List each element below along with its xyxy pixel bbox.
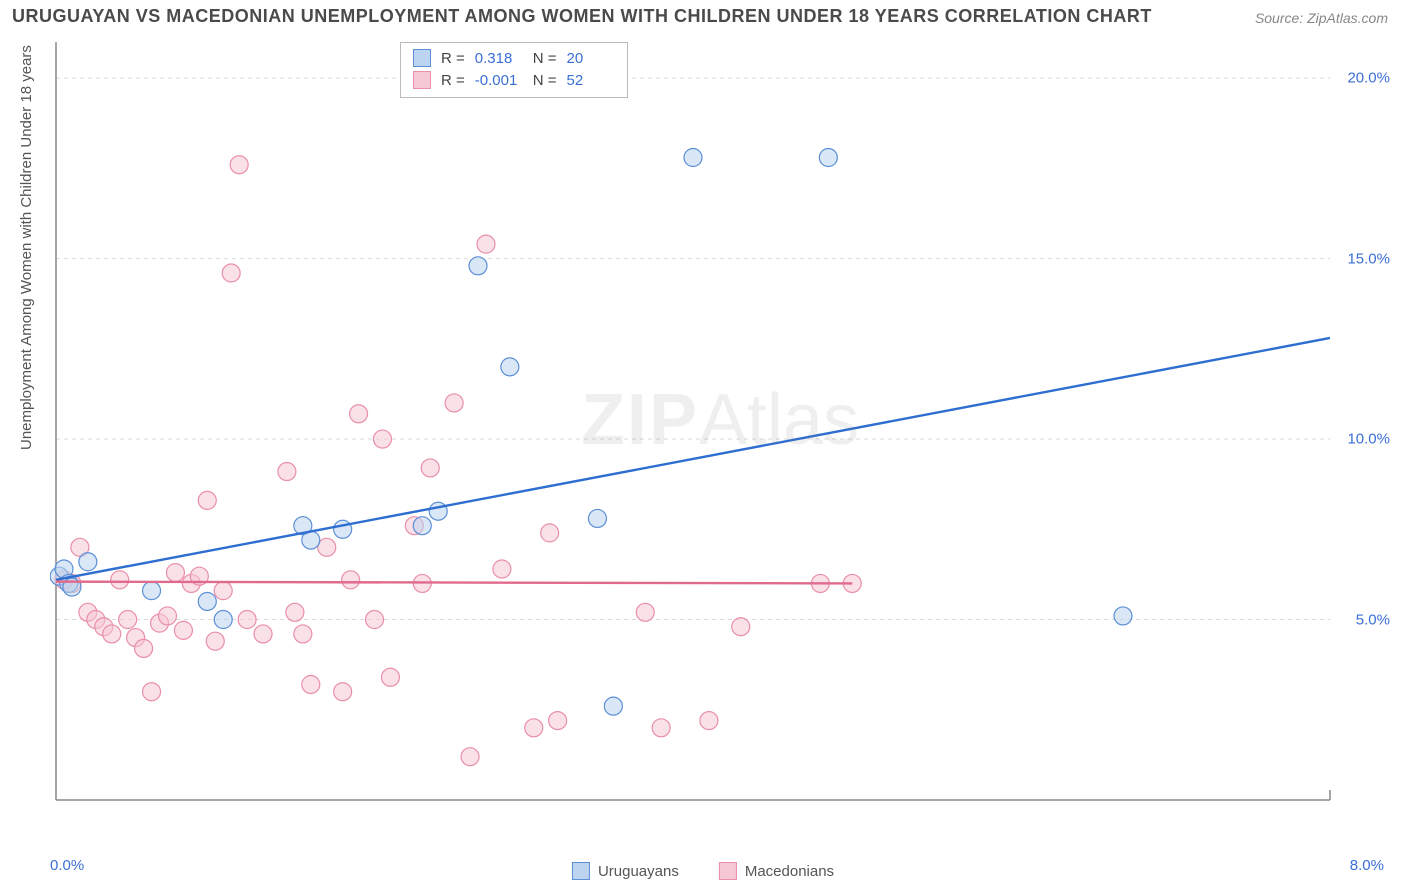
y-tick-label: 15.0% — [1347, 250, 1390, 267]
r-label: R = — [441, 72, 465, 89]
stats-row-uruguayans: R = 0.318 N = 20 — [413, 47, 615, 69]
legend-label-macedonians: Macedonians — [745, 863, 834, 880]
r-label: R = — [441, 50, 465, 67]
scatter-plot: ZIPAtlas — [50, 36, 1390, 836]
y-axis-label: Unemployment Among Women with Children U… — [18, 45, 35, 450]
n-value-macedonians: 52 — [567, 72, 615, 89]
r-value-uruguayans: 0.318 — [475, 50, 523, 67]
legend-label-uruguayans: Uruguayans — [598, 863, 679, 880]
x-axis-min-label: 0.0% — [50, 857, 84, 874]
y-tick-label: 20.0% — [1347, 70, 1390, 87]
y-tick-label: 10.0% — [1347, 431, 1390, 448]
chart-title: URUGUAYAN VS MACEDONIAN UNEMPLOYMENT AMO… — [12, 6, 1152, 27]
plot-svg — [50, 36, 1390, 836]
source-attribution: Source: ZipAtlas.com — [1255, 10, 1388, 26]
swatch-uruguayans-icon — [413, 49, 431, 67]
n-value-uruguayans: 20 — [567, 50, 615, 67]
swatch-macedonians-icon — [719, 862, 737, 880]
legend-item-macedonians: Macedonians — [719, 862, 834, 880]
n-label: N = — [533, 72, 557, 89]
stats-row-macedonians: R = -0.001 N = 52 — [413, 69, 615, 91]
swatch-macedonians-icon — [413, 71, 431, 89]
r-value-macedonians: -0.001 — [475, 72, 523, 89]
legend-item-uruguayans: Uruguayans — [572, 862, 679, 880]
x-axis-max-label: 8.0% — [1350, 857, 1384, 874]
swatch-uruguayans-icon — [572, 862, 590, 880]
stats-legend: R = 0.318 N = 20 R = -0.001 N = 52 — [400, 42, 628, 98]
n-label: N = — [533, 50, 557, 67]
legend-bottom: Uruguayans Macedonians — [572, 862, 834, 880]
y-tick-label: 5.0% — [1356, 611, 1390, 628]
